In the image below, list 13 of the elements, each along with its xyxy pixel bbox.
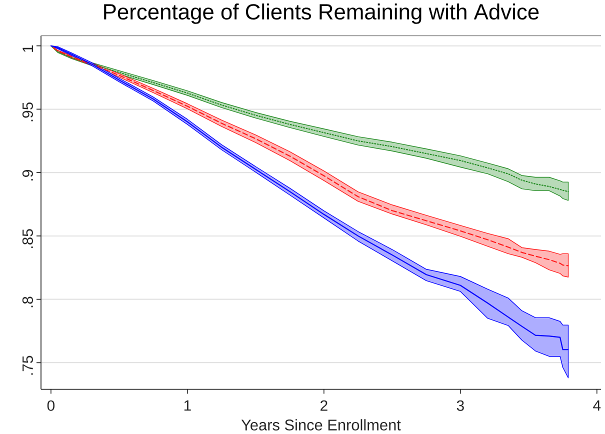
x-tick-label: 4 [593, 400, 601, 411]
x-tick-label: 3 [456, 400, 464, 411]
x-axis-title: Years Since Enrollment [241, 419, 401, 430]
y-tick-label: 1 [22, 45, 33, 52]
y-tick-label: .8 [22, 296, 33, 308]
x-tick-label: 1 [184, 400, 191, 411]
x-tick-label: 2 [320, 400, 328, 411]
y-tick-label: .95 [22, 102, 33, 122]
chart-title: Percentage of Clients Remaining with Advice [104, 3, 539, 24]
y-tick-label: .9 [22, 170, 33, 180]
y-tick-label: .85 [22, 229, 33, 248]
y-tick-label: .75 [22, 356, 33, 375]
x-tick-label: 0 [47, 400, 55, 411]
